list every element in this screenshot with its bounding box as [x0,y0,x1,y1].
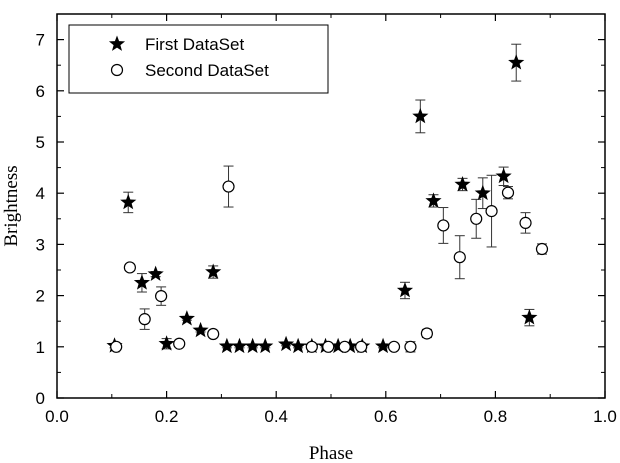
point-first-dataset [277,335,295,352]
point-first-dataset [290,337,307,354]
point-second-dataset [222,180,235,193]
point-second-dataset [485,205,498,218]
point-first-dataset [412,107,429,124]
point-first-dataset [495,167,512,184]
point-first-dataset [205,263,222,279]
point-second-dataset [470,212,483,225]
point-first-dataset [474,184,491,201]
point-second-dataset [420,327,433,340]
point-second-dataset [173,337,186,350]
legend: First DataSet Second DataSet [68,24,329,94]
point-first-dataset [120,193,137,210]
point-first-dataset [244,337,261,354]
y-tick-label: 3 [36,235,45,254]
y-tick-label: 0 [36,389,45,408]
point-second-dataset [338,340,351,353]
point-second-dataset [207,327,220,341]
point-first-dataset [425,192,442,208]
legend-star-icon [108,35,126,51]
x-tick-label: 0.0 [45,407,69,426]
point-second-dataset [453,251,466,264]
point-first-dataset [454,176,471,192]
point-second-dataset [404,340,417,353]
point-second-dataset [155,290,168,303]
y-tick-label: 7 [36,31,45,50]
point-first-dataset [521,309,538,325]
point-first-dataset [257,337,274,354]
point-first-dataset [508,54,525,70]
point-first-dataset [192,321,209,338]
point-first-dataset [374,337,392,354]
point-first-dataset [133,274,151,290]
point-second-dataset [501,186,515,199]
point-second-dataset [387,340,401,353]
y-tick-label: 6 [36,82,45,101]
y-tick-label: 2 [36,287,45,306]
tick-layer: 0.0 0.2 0.4 0.6 0.8 1.0 0 1 2 3 4 5 6 7 [36,13,617,426]
point-first-dataset [158,335,175,351]
x-axis-title: Phase [309,443,353,463]
legend-label-first-dataset: First DataSet [145,35,244,54]
y-tick-label: 1 [36,338,45,357]
y-tick-label: 5 [36,133,45,152]
point-second-dataset [110,340,123,353]
point-second-dataset [322,340,335,353]
legend-marker-first-dataset [108,35,126,51]
point-first-dataset [147,265,164,281]
point-first-dataset [330,337,347,354]
y-tick-label: 4 [36,184,45,203]
point-first-dataset [178,310,195,326]
marker-layer [106,54,549,354]
x-tick-label: 1.0 [593,407,617,426]
point-second-dataset [355,340,368,353]
point-second-dataset [437,219,450,232]
point-first-dataset [396,281,414,298]
legend-circle-icon [110,63,124,77]
legend-marker-second-dataset [110,63,124,77]
point-first-dataset [231,337,248,354]
x-tick-label: 0.6 [374,407,398,426]
legend-box [68,24,329,94]
point-second-dataset [123,261,136,274]
x-tick-label: 0.2 [155,407,179,426]
point-second-dataset [535,242,549,256]
point-second-dataset [305,340,318,353]
point-second-dataset [138,313,151,326]
x-tick-label: 0.8 [484,407,508,426]
y-axis-title: Brightness [1,165,22,246]
point-second-dataset [519,216,532,229]
point-first-dataset [218,337,235,354]
legend-label-second-dataset: Second DataSet [145,61,269,80]
x-tick-label: 0.4 [264,407,288,426]
